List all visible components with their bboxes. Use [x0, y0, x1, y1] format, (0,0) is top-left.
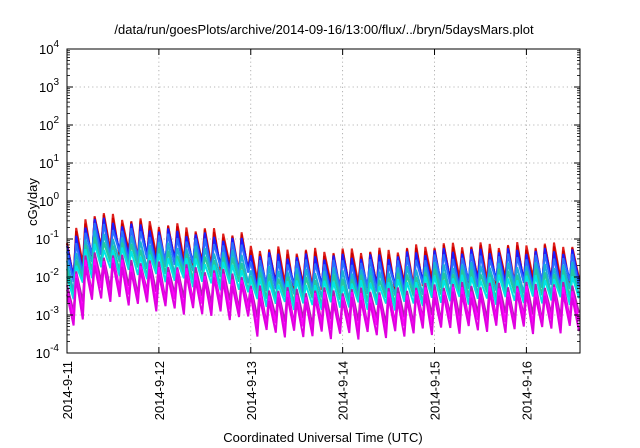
x-tick-label: 2014-9-16 — [519, 361, 534, 420]
x-axis-label: Coordinated Universal Time (UTC) — [223, 430, 422, 445]
x-tick-label: 2014-9-14 — [336, 361, 351, 420]
y-tick-label: 103 — [39, 77, 59, 95]
x-tick-label: 2014-9-12 — [152, 361, 167, 420]
x-tick-labels: 2014-9-11 2014-9-12 2014-9-13 2014-9-14 2014… — [60, 361, 534, 420]
series-line-10 — [66, 262, 580, 340]
y-tick-label: 102 — [39, 115, 59, 133]
chart-title: /data/run/goesPlots/archive/2014-09-16/1… — [114, 22, 534, 37]
y-tick-label: 104 — [39, 39, 59, 57]
x-tick-label: 2014-9-11 — [60, 361, 75, 419]
tick-marks — [66, 48, 580, 354]
y-tick-label: 101 — [39, 153, 59, 171]
y-tick-label: 10-2 — [36, 267, 60, 285]
series-group — [66, 213, 580, 340]
y-tick-label: 10-4 — [36, 343, 60, 361]
y-tick-label: 100 — [39, 191, 59, 209]
x-tick-label: 2014-9-15 — [428, 361, 443, 420]
y-tick-label: 10-3 — [36, 305, 60, 323]
x-tick-label: 2014-9-13 — [244, 361, 259, 420]
y-axis-label: cGy/day — [25, 178, 40, 226]
y-tick-label: 10-1 — [36, 229, 60, 247]
